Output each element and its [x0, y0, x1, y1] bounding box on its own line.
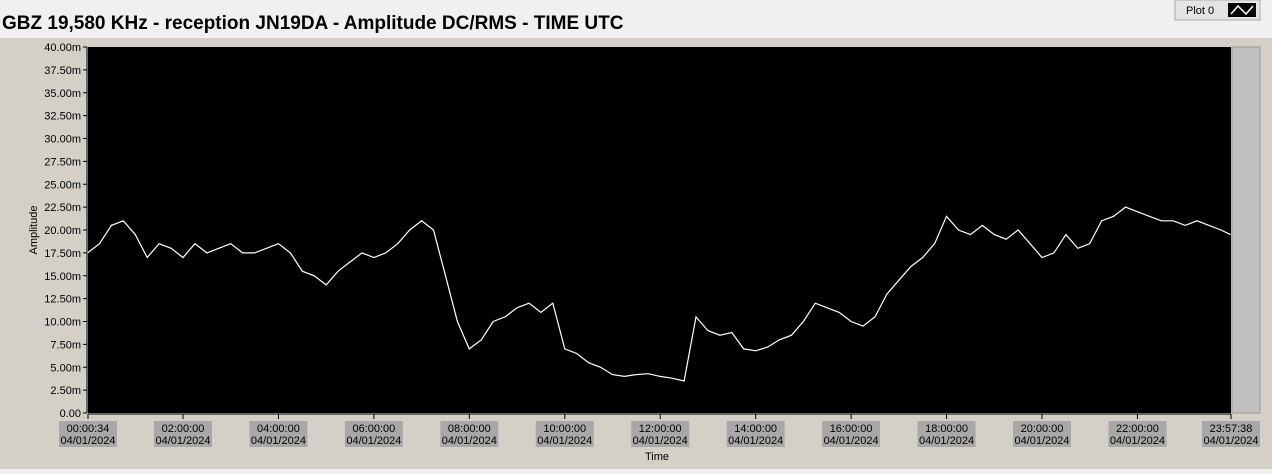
x-tick-label: 10:00:00 — [543, 423, 586, 435]
x-tick-bg — [726, 421, 785, 447]
x-tick-date: 04/01/2024 — [155, 435, 210, 447]
y-tick-label: 15.00m — [44, 271, 81, 283]
x-tick-bg — [1108, 421, 1167, 447]
x-tick-date: 04/01/2024 — [728, 435, 783, 447]
x-tick-date: 04/01/2024 — [251, 435, 306, 447]
y-tick-label: 37.50m — [44, 65, 81, 77]
legend[interactable]: Plot 0 — [1174, 0, 1261, 21]
x-tick-bg — [917, 421, 976, 447]
x-tick-bg — [440, 421, 499, 447]
x-tick-bg — [822, 421, 881, 447]
y-tick-label: 5.00m — [50, 362, 81, 374]
x-tick-bg — [535, 421, 594, 447]
y-tick-label: 40.00m — [44, 42, 81, 54]
x-tick-label: 22:00:00 — [1116, 423, 1159, 435]
x-tick-label: 23:57:38 — [1210, 423, 1253, 435]
x-tick-label: 16:00:00 — [830, 423, 873, 435]
y-tick-label: 12.50m — [44, 294, 81, 306]
x-tick-date: 04/01/2024 — [442, 435, 497, 447]
x-tick-bg — [631, 421, 690, 447]
x-tick-date: 04/01/2024 — [633, 435, 688, 447]
y-tick-label: 25.00m — [44, 179, 81, 191]
y-tick-label: 20.00m — [44, 225, 81, 237]
y-tick-label: 10.00m — [44, 317, 81, 329]
legend-label: Plot 0 — [1186, 5, 1214, 17]
x-tick-date: 04/01/2024 — [60, 435, 115, 447]
x-tick-label: 00:00:34 — [67, 423, 110, 435]
x-tick-label: 08:00:00 — [448, 423, 491, 435]
x-tick-bg — [344, 421, 403, 447]
x-tick-label: 20:00:00 — [1021, 423, 1064, 435]
x-tick-date: 04/01/2024 — [1110, 435, 1165, 447]
y-tick-label: 22.50m — [44, 202, 81, 214]
y-tick-label: 7.50m — [50, 339, 81, 351]
side-strip — [1231, 46, 1261, 414]
x-tick-date: 04/01/2024 — [537, 435, 592, 447]
x-tick-bg — [1012, 421, 1071, 447]
x-tick-date: 04/01/2024 — [824, 435, 879, 447]
x-tick-label: 12:00:00 — [639, 423, 682, 435]
plot-area — [88, 47, 1231, 413]
y-tick-label: 30.00m — [44, 134, 81, 146]
chart-title: GBZ 19,580 KHz - reception JN19DA - Ampl… — [2, 13, 624, 34]
x-tick-bg — [153, 421, 212, 447]
y-tick-label: 35.00m — [44, 88, 81, 100]
y-tick-label: 32.50m — [44, 111, 81, 123]
x-tick-label: 18:00:00 — [925, 423, 968, 435]
x-tick-date: 04/01/2024 — [919, 435, 974, 447]
x-tick-label: 02:00:00 — [162, 423, 205, 435]
x-tick-date: 04/01/2024 — [1203, 435, 1258, 447]
data-line — [87, 206, 1231, 382]
x-tick-label: 04:00:00 — [257, 423, 300, 435]
x-tick-label: 06:00:00 — [352, 423, 395, 435]
y-tick-label: 0.00 — [60, 408, 81, 420]
x-tick-bg — [59, 421, 117, 447]
y-tick-label: 17.50m — [44, 248, 81, 260]
y-tick-label: 2.50m — [50, 385, 81, 397]
legend-swatch — [1230, 4, 1254, 16]
x-tick-date: 04/01/2024 — [1014, 435, 1069, 447]
y-tick-label: 27.50m — [44, 156, 81, 168]
x-tick-label: 14:00:00 — [734, 423, 777, 435]
x-tick-bg — [1202, 421, 1260, 447]
y-axis-label: Amplitude — [28, 206, 40, 255]
x-axis-label: Time — [645, 451, 669, 463]
x-tick-bg — [249, 421, 308, 447]
x-tick-date: 04/01/2024 — [346, 435, 401, 447]
